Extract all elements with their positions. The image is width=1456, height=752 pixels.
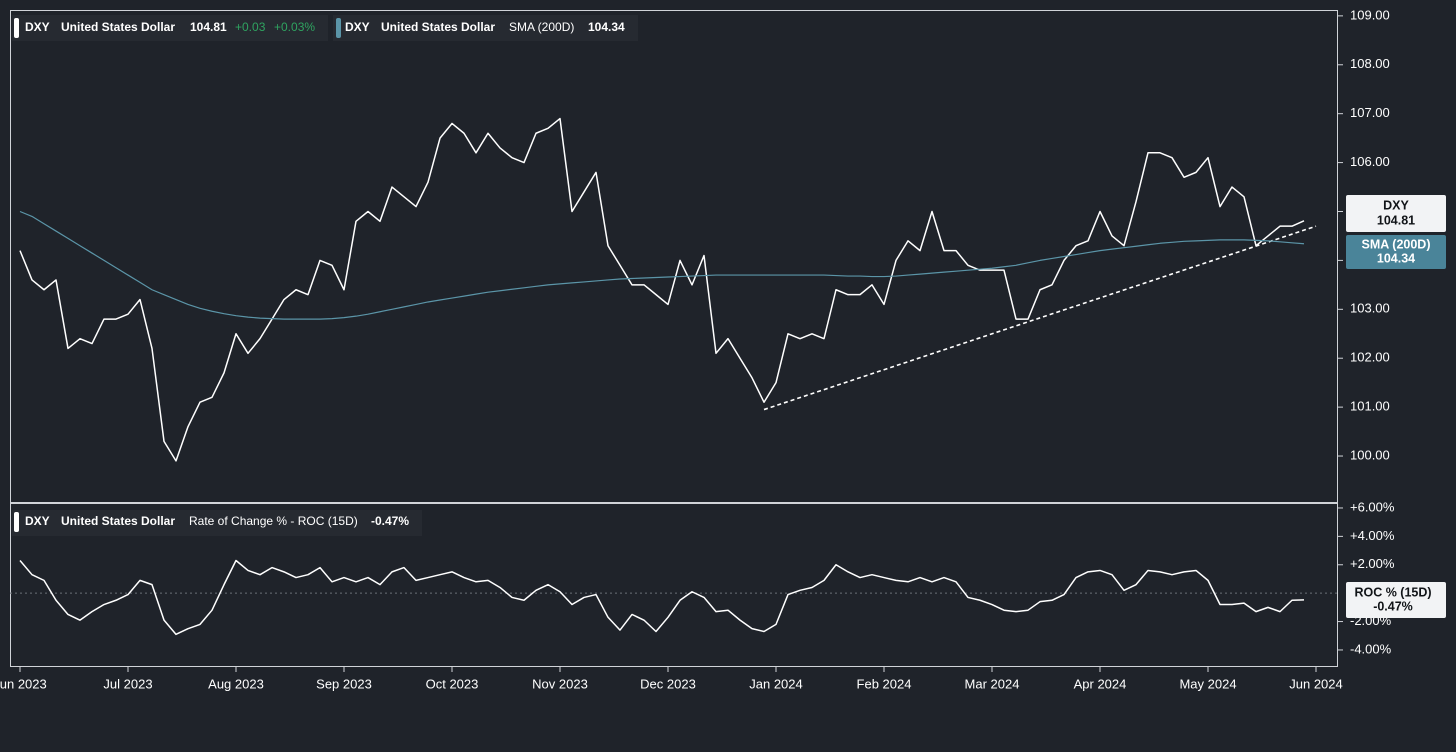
y-tick-label: 109.00 bbox=[1350, 7, 1390, 22]
x-tick-label: Jan 2024 bbox=[749, 676, 803, 691]
y-tick-label: 107.00 bbox=[1350, 105, 1390, 120]
legend-instrument: United States Dollar bbox=[61, 20, 175, 34]
legend-value: 104.81 bbox=[190, 20, 227, 34]
price-panel bbox=[10, 10, 1338, 503]
x-tick-label: May 2024 bbox=[1179, 676, 1236, 691]
series-line bbox=[19, 559, 1305, 636]
legend-swatch bbox=[14, 512, 19, 532]
roc-tag-name: ROC % (15D) bbox=[1354, 585, 1431, 599]
price-tags: DXY 104.81 SMA (200D) 104.34 ROC % (15D)… bbox=[1346, 195, 1446, 618]
price-tag-value: 104.81 bbox=[1377, 213, 1415, 227]
sma-tag bbox=[1346, 235, 1446, 269]
legend-swatch bbox=[336, 18, 341, 38]
x-tick-label: Jul 2023 bbox=[103, 676, 152, 691]
series-line bbox=[19, 117, 1305, 462]
legend-instrument: United States Dollar bbox=[381, 20, 495, 34]
y-tick-label: 101.00 bbox=[1350, 399, 1390, 414]
legend-study: Rate of Change % - ROC (15D) bbox=[189, 514, 358, 528]
sma-tag-name: SMA (200D) bbox=[1362, 237, 1431, 251]
legend-box bbox=[333, 15, 638, 41]
legend-value: -0.47% bbox=[371, 514, 409, 528]
y-tick-label: +4.00% bbox=[1350, 528, 1395, 543]
x-tick-label: Nov 2023 bbox=[532, 676, 588, 691]
y-tick-label: +2.00% bbox=[1350, 556, 1395, 571]
legend-study: SMA (200D) bbox=[509, 20, 574, 34]
legend-value: 104.34 bbox=[588, 20, 625, 34]
roc-panel bbox=[10, 503, 1338, 667]
legend: DXY United States Dollar 104.81 +0.03 +0… bbox=[12, 15, 638, 536]
x-tick-label: Apr 2024 bbox=[1074, 676, 1127, 691]
x-tick-label: Jun 2024 bbox=[1289, 676, 1343, 691]
legend-swatch bbox=[14, 18, 19, 38]
y-tick-label: -4.00% bbox=[1350, 641, 1392, 656]
y-tick-label: +6.00% bbox=[1350, 499, 1395, 514]
roc-tag-value: -0.47% bbox=[1373, 599, 1413, 613]
price-tag bbox=[1346, 195, 1446, 232]
x-tick-label: Jun 2023 bbox=[0, 676, 47, 691]
price-tag-name: DXY bbox=[1383, 198, 1409, 212]
legend-change: +0.03 bbox=[235, 20, 266, 34]
y-tick-label: 100.00 bbox=[1350, 447, 1390, 462]
x-tick-label: Feb 2024 bbox=[857, 676, 912, 691]
sma-tag-value: 104.34 bbox=[1377, 251, 1415, 265]
y-tick-label: 108.00 bbox=[1350, 56, 1390, 71]
trendline bbox=[763, 225, 1317, 411]
y-tick-label: 103.00 bbox=[1350, 301, 1390, 316]
x-tick-label: Sep 2023 bbox=[316, 676, 372, 691]
x-tick-label: Aug 2023 bbox=[208, 676, 264, 691]
series-line bbox=[19, 210, 1305, 320]
legend-box bbox=[12, 510, 422, 536]
y-tick-label: 106.00 bbox=[1350, 154, 1390, 169]
roc-tag bbox=[1346, 582, 1446, 618]
legend-symbol: DXY bbox=[25, 20, 50, 34]
x-tick-label: Mar 2024 bbox=[965, 676, 1020, 691]
x-tick-label: Oct 2023 bbox=[426, 676, 479, 691]
x-tick-label: Dec 2023 bbox=[640, 676, 696, 691]
legend-change-pct: +0.03% bbox=[274, 20, 315, 34]
legend-box bbox=[12, 15, 328, 41]
legend-instrument: United States Dollar bbox=[61, 514, 175, 528]
legend-symbol: DXY bbox=[345, 20, 370, 34]
plot-area: 100.00101.00102.00103.00104.00105.00106.… bbox=[0, 7, 1395, 691]
y-tick-label: 102.00 bbox=[1350, 350, 1390, 365]
legend-symbol: DXY bbox=[25, 514, 50, 528]
